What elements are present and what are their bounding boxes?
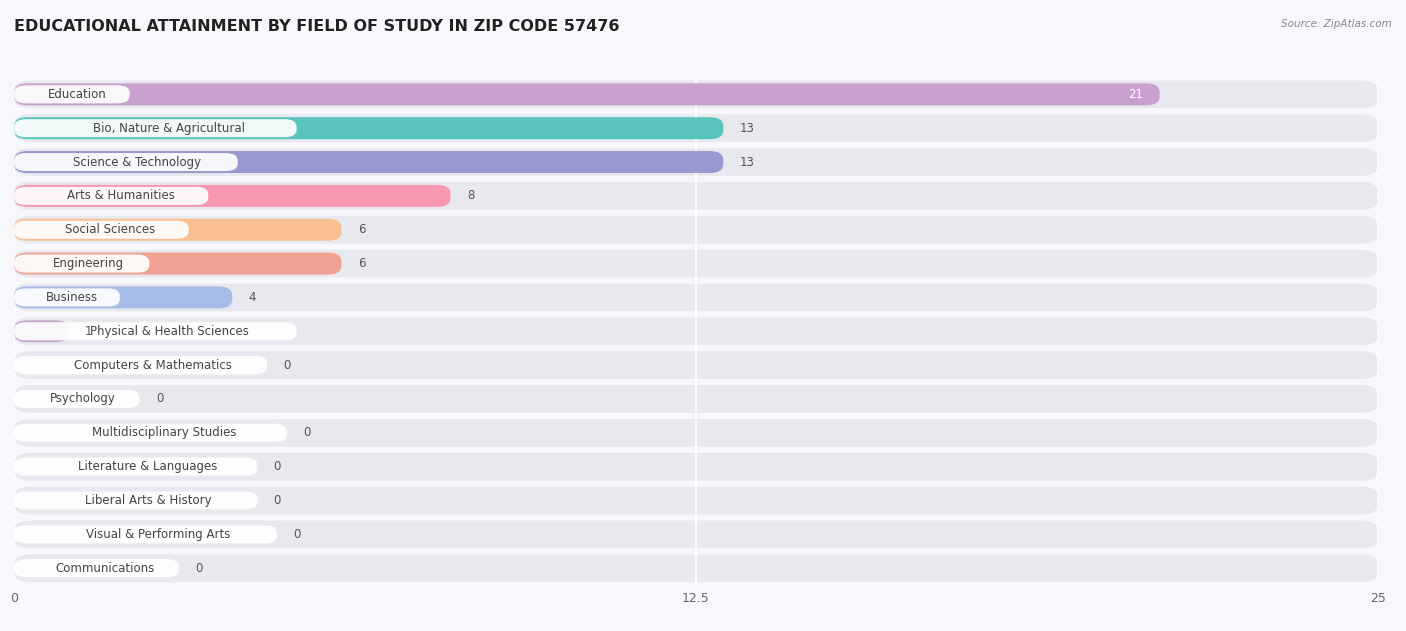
Text: 0: 0 — [274, 494, 281, 507]
FancyBboxPatch shape — [14, 559, 179, 577]
FancyBboxPatch shape — [14, 424, 287, 442]
Text: Literature & Languages: Literature & Languages — [79, 460, 218, 473]
Text: Psychology: Psychology — [51, 392, 117, 406]
FancyBboxPatch shape — [14, 286, 232, 309]
FancyBboxPatch shape — [14, 119, 297, 137]
Text: 21: 21 — [1128, 88, 1143, 101]
Text: Physical & Health Sciences: Physical & Health Sciences — [90, 325, 249, 338]
Text: 6: 6 — [357, 257, 366, 270]
FancyBboxPatch shape — [14, 81, 1378, 108]
FancyBboxPatch shape — [14, 487, 1378, 514]
FancyBboxPatch shape — [14, 351, 1378, 379]
FancyBboxPatch shape — [14, 114, 1378, 142]
FancyBboxPatch shape — [14, 555, 1378, 582]
Text: Science & Technology: Science & Technology — [73, 155, 201, 168]
FancyBboxPatch shape — [14, 250, 1378, 278]
Text: Arts & Humanities: Arts & Humanities — [67, 189, 174, 203]
FancyBboxPatch shape — [14, 317, 1378, 345]
FancyBboxPatch shape — [14, 185, 450, 207]
Text: Multidisciplinary Studies: Multidisciplinary Studies — [91, 427, 236, 439]
FancyBboxPatch shape — [14, 153, 238, 171]
FancyBboxPatch shape — [14, 385, 1378, 413]
Text: 1: 1 — [84, 325, 93, 338]
Text: 4: 4 — [249, 291, 256, 304]
Text: 6: 6 — [357, 223, 366, 236]
FancyBboxPatch shape — [14, 148, 1378, 176]
FancyBboxPatch shape — [14, 83, 1160, 105]
FancyBboxPatch shape — [14, 221, 188, 239]
Text: Business: Business — [46, 291, 98, 304]
FancyBboxPatch shape — [14, 322, 297, 340]
Text: 0: 0 — [304, 427, 311, 439]
FancyBboxPatch shape — [14, 182, 1378, 209]
Text: Bio, Nature & Agricultural: Bio, Nature & Agricultural — [93, 122, 246, 134]
FancyBboxPatch shape — [14, 151, 723, 173]
Text: Liberal Arts & History: Liberal Arts & History — [84, 494, 211, 507]
Text: 0: 0 — [294, 528, 301, 541]
FancyBboxPatch shape — [14, 283, 1378, 311]
FancyBboxPatch shape — [14, 117, 723, 139]
Text: 13: 13 — [740, 122, 755, 134]
FancyBboxPatch shape — [14, 85, 129, 103]
FancyBboxPatch shape — [14, 419, 1378, 447]
Text: 13: 13 — [740, 155, 755, 168]
FancyBboxPatch shape — [14, 492, 257, 510]
FancyBboxPatch shape — [14, 356, 267, 374]
FancyBboxPatch shape — [14, 216, 1378, 244]
Text: Social Sciences: Social Sciences — [65, 223, 155, 236]
FancyBboxPatch shape — [14, 390, 139, 408]
FancyBboxPatch shape — [14, 187, 208, 205]
FancyBboxPatch shape — [14, 219, 342, 241]
Text: 0: 0 — [274, 460, 281, 473]
Text: Source: ZipAtlas.com: Source: ZipAtlas.com — [1281, 19, 1392, 29]
Text: Education: Education — [48, 88, 107, 101]
Text: 8: 8 — [467, 189, 474, 203]
FancyBboxPatch shape — [14, 526, 277, 543]
FancyBboxPatch shape — [14, 453, 1378, 481]
FancyBboxPatch shape — [14, 254, 149, 273]
FancyBboxPatch shape — [14, 521, 1378, 548]
Text: 0: 0 — [284, 358, 291, 372]
Text: EDUCATIONAL ATTAINMENT BY FIELD OF STUDY IN ZIP CODE 57476: EDUCATIONAL ATTAINMENT BY FIELD OF STUDY… — [14, 19, 620, 34]
Text: Engineering: Engineering — [53, 257, 124, 270]
Text: 0: 0 — [156, 392, 163, 406]
FancyBboxPatch shape — [14, 457, 257, 476]
Text: Communications: Communications — [55, 562, 155, 575]
FancyBboxPatch shape — [14, 288, 120, 307]
FancyBboxPatch shape — [14, 321, 69, 342]
Text: Computers & Mathematics: Computers & Mathematics — [75, 358, 232, 372]
FancyBboxPatch shape — [14, 252, 342, 274]
Text: Visual & Performing Arts: Visual & Performing Arts — [87, 528, 231, 541]
Text: 0: 0 — [195, 562, 202, 575]
